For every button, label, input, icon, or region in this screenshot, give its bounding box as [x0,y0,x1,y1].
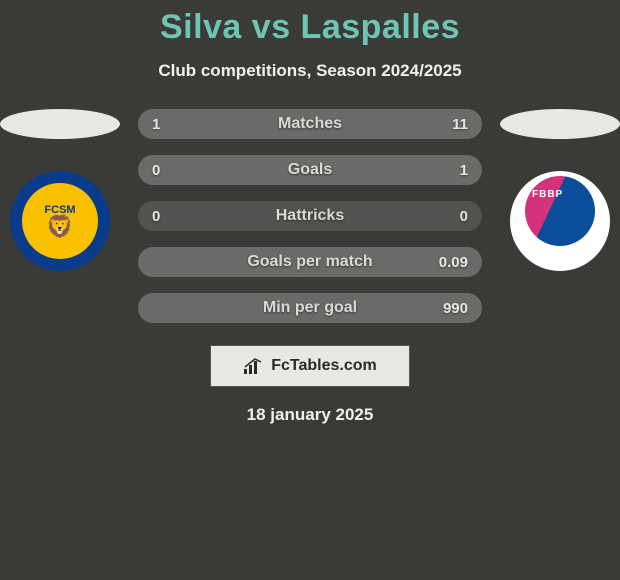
page-title: Silva vs Laspalles [0,8,620,47]
stat-bar: 00Hattricks [138,201,482,231]
stat-label: Goals per match [138,253,482,271]
stat-label: Goals [138,161,482,179]
stat-bar: 990Min per goal [138,293,482,323]
stat-bar: 111Matches [138,109,482,139]
chart-icon [243,357,265,375]
stat-label: Hattricks [138,207,482,225]
player-right-column: FBBP [500,109,620,271]
club-badge-left: FCSM 🦁 [10,171,110,271]
club-badge-right-swirl [515,171,605,256]
club-code-right: FBBP [532,189,563,200]
club-badge-right: FBBP [510,171,610,271]
stats-column: 111Matches 01Goals 00Hattricks 0.09Goals pe… [138,109,482,323]
date: 18 january 2025 [0,405,620,425]
player-left-avatar-placeholder [0,109,120,139]
subtitle: Club competitions, Season 2024/2025 [0,61,620,81]
stat-label: Min per goal [138,299,482,317]
club-badge-left-inner: FCSM 🦁 [22,183,98,259]
stat-label: Matches [138,115,482,133]
brand-box[interactable]: FcTables.com [210,345,410,387]
comparison-card: Silva vs Laspalles Club competitions, Se… [0,0,620,425]
stat-bar: 01Goals [138,155,482,185]
brand-text: FcTables.com [271,357,377,375]
stat-bar: 0.09Goals per match [138,247,482,277]
player-right-avatar-placeholder [500,109,620,139]
lion-icon: 🦁 [46,216,73,238]
main-row: FCSM 🦁 111Matches 01Goals 00Hattricks 0.09G… [0,109,620,323]
player-left-column: FCSM 🦁 [0,109,120,271]
